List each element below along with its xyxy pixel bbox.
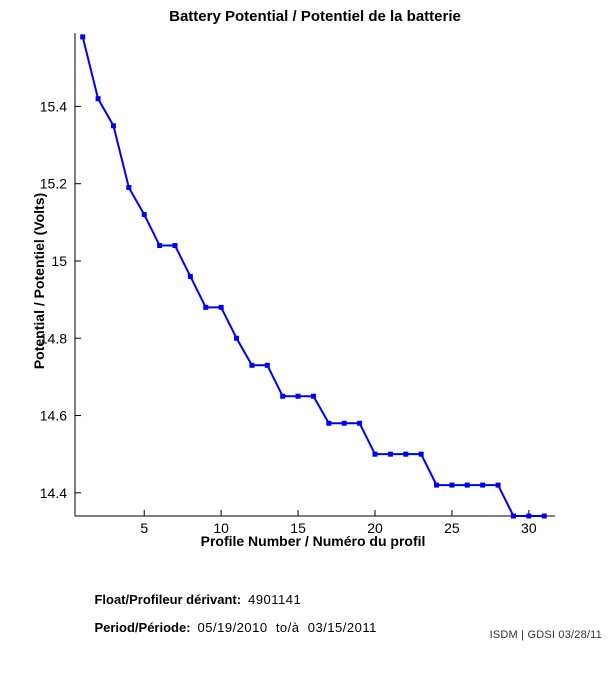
y-tick-label: 15.2: [40, 176, 67, 192]
data-point-marker: [218, 304, 224, 310]
y-tick-label: 14.6: [40, 408, 67, 424]
data-line: [81, 36, 545, 517]
data-point-marker: [234, 335, 240, 341]
data-point-marker: [418, 451, 424, 457]
data-point-marker: [126, 185, 132, 191]
x-tick-label: 10: [213, 520, 229, 536]
y-tick-label: 15: [51, 253, 67, 269]
data-point-marker: [480, 482, 486, 488]
period-label: Period/Période:: [94, 620, 191, 635]
y-tick-label: 14.8: [40, 330, 67, 346]
float-label: Float/Profileur dérivant:: [94, 592, 242, 607]
x-tick-label: 25: [444, 520, 460, 536]
x-tick-label: 20: [367, 520, 383, 536]
data-point-marker: [387, 451, 393, 457]
data-point-marker: [357, 420, 363, 426]
data-point-marker: [157, 243, 163, 249]
float-value: 4901141: [248, 592, 302, 607]
data-point-marker: [172, 243, 178, 249]
data-point-marker: [526, 513, 532, 519]
data-point-marker: [341, 420, 347, 426]
footer-credit: ISDM | GDSI 03/28/11: [489, 629, 602, 641]
float-annotation: Float/Profileur dérivant: 4901141: [80, 577, 301, 622]
data-point-marker: [372, 451, 378, 457]
data-point-marker: [310, 393, 316, 399]
data-point-marker: [403, 451, 409, 457]
period-annotation: Period/Période: 05/19/2010 to/à 03/15/201…: [80, 605, 377, 650]
data-point-marker: [449, 482, 455, 488]
y-axis-label: Potential / Potentiel (Volts): [31, 192, 47, 370]
y-tick-label: 15.4: [40, 98, 67, 114]
data-point-marker: [510, 513, 516, 519]
data-point-marker: [249, 362, 255, 368]
data-point-marker: [264, 362, 270, 368]
period-value: 05/19/2010 to/à 03/15/2011: [197, 620, 377, 635]
data-point-marker: [280, 393, 286, 399]
x-tick-label: 30: [521, 520, 537, 536]
data-point-marker: [187, 273, 193, 279]
data-point-marker: [80, 34, 86, 40]
x-axis-label: Profile Number / Numéro du profil: [200, 533, 426, 549]
data-point-marker: [95, 96, 101, 102]
data-point-marker: [434, 482, 440, 488]
data-point-marker: [110, 123, 116, 129]
data-point-marker: [326, 420, 332, 426]
x-tick-label: 15: [290, 520, 306, 536]
data-point-marker: [464, 482, 470, 488]
data-point-marker: [295, 393, 301, 399]
data-point-marker: [541, 513, 547, 519]
chart-title: Battery Potential / Potentiel de la batt…: [169, 8, 461, 25]
x-tick-label: 5: [140, 520, 148, 536]
data-point-marker: [495, 482, 501, 488]
y-tick-label: 14.4: [40, 485, 67, 501]
data-point-marker: [141, 212, 147, 218]
data-point-marker: [203, 304, 209, 310]
